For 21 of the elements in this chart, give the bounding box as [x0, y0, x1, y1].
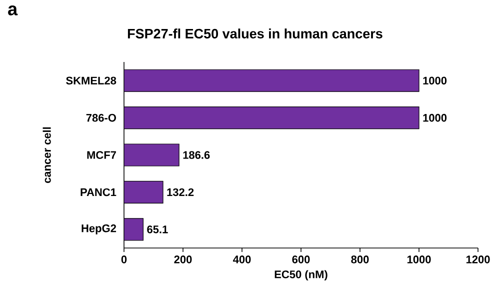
x-tick-label: 800 — [351, 256, 369, 264]
text: a — [8, 6, 18, 16]
x-tick-label: 600 — [292, 256, 310, 264]
x-tick-label: 200 — [174, 256, 192, 264]
y-tick-label: SKMEL28 — [66, 76, 116, 84]
data-label: 186.6 — [183, 151, 210, 159]
data-label: 132.2 — [167, 188, 194, 196]
x-axis-title: EC50 (nM) — [274, 270, 328, 280]
data-label: 1000 — [423, 114, 447, 122]
y-tick-label: PANC1 — [80, 188, 116, 196]
y-tick-label: 786-O — [86, 114, 116, 122]
data-label: 65.1 — [147, 226, 168, 234]
x-tick-label: 400 — [233, 256, 251, 264]
y-tick-label: HepG2 — [82, 224, 116, 234]
data-label: 1000 — [423, 76, 447, 84]
y-tick-label: MCF7 — [87, 151, 116, 159]
x-tick-label: 0 — [121, 256, 127, 264]
y-axis-title: cancer cell — [42, 127, 51, 184]
x-tick-label: 1200 — [466, 256, 490, 264]
chart-title: FSP27-fl EC50 values in human cancers — [128, 28, 382, 38]
x-tick-label: 1000 — [407, 256, 431, 264]
